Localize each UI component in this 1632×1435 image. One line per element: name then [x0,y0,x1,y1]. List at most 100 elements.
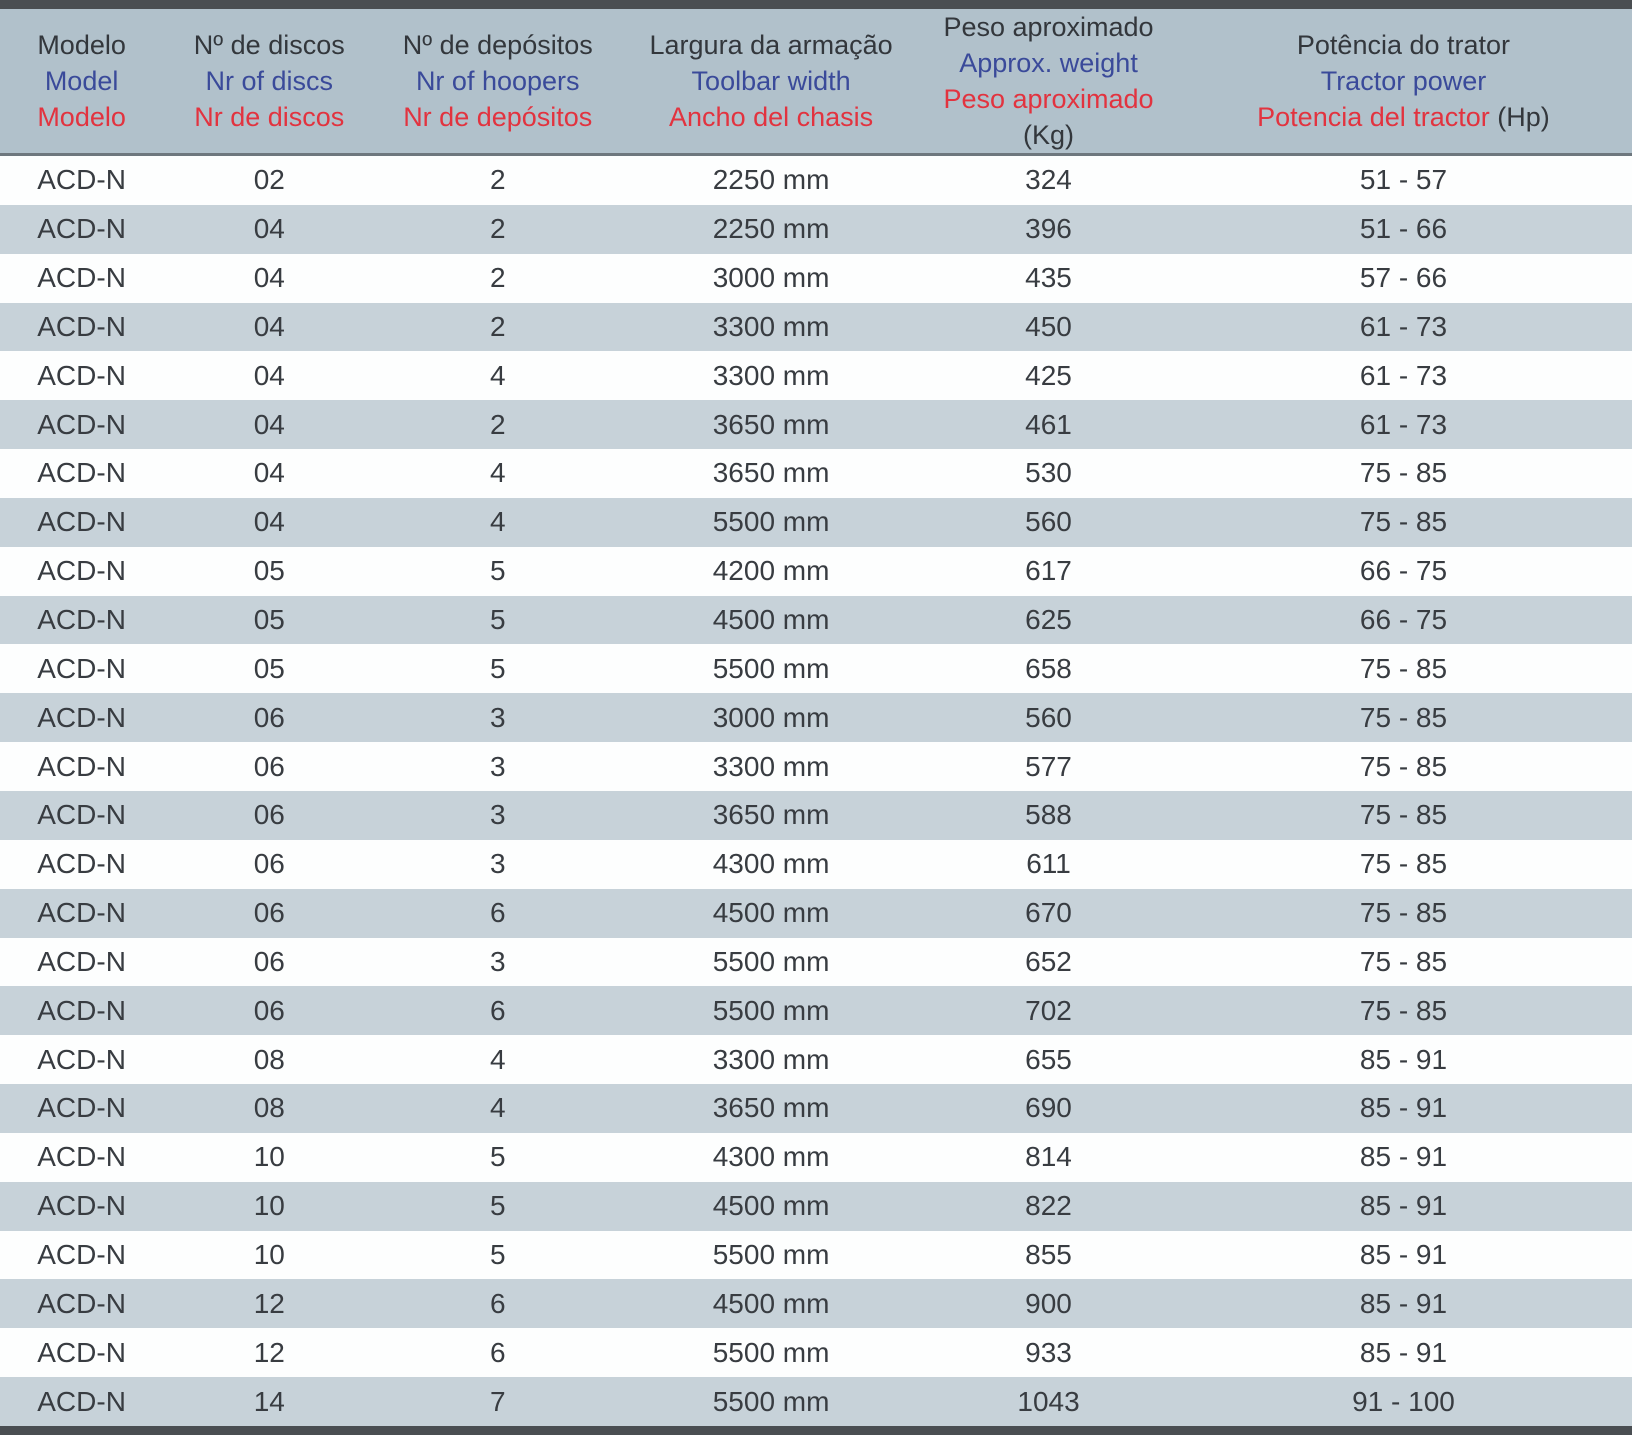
cell-hoppers: 4 [489,506,506,538]
table-row: ACD-N 06 3 5500 mm 652 75 - 85 [0,937,1632,987]
cell-discs: 04 [253,359,285,391]
table-row: ACD-N 05 5 5500 mm 658 75 - 85 [0,644,1632,694]
cell-model: ACD-N [37,555,126,587]
cell-discs: 12 [253,1287,285,1319]
table-row: ACD-N 10 5 4300 mm 814 85 - 91 [0,1132,1632,1182]
cell-model: ACD-N [37,1385,126,1417]
cell-weight: 577 [1025,750,1072,782]
cell-hoppers: 7 [489,1385,506,1417]
table-bottom-border [0,1426,1632,1435]
cell-hoppers: 5 [489,1141,506,1173]
cell-hoppers: 4 [489,457,506,489]
cell-weight: 450 [1025,310,1072,342]
table-header-row: Modelo Model Modelo Nº de discos Nr of d… [0,9,1632,156]
cell-discs: 14 [253,1385,285,1417]
cell-discs: 06 [253,701,285,733]
header-model-en: Model [44,66,119,96]
cell-weight: 625 [1025,604,1072,636]
cell-model: ACD-N [37,994,126,1026]
cell-weight: 702 [1025,994,1072,1026]
cell-tractor-power: 85 - 91 [1359,1336,1448,1368]
cell-tractor-power: 75 - 85 [1359,945,1448,977]
table-body: ACD-N 02 2 2250 mm 324 51 - 57 ACD-N 04 … [0,156,1632,1426]
cell-toolbar-width: 3000 mm [712,262,830,294]
header-hoppers: Nº de depósitos Nr of hoopers Nr de depó… [375,27,620,135]
cell-weight: 814 [1025,1141,1072,1173]
cell-tractor-power: 85 - 91 [1359,1238,1448,1270]
cell-weight: 588 [1025,799,1072,831]
cell-tractor-power: 66 - 75 [1359,555,1448,587]
cell-model: ACD-N [37,359,126,391]
table-row: ACD-N 04 2 3650 mm 461 61 - 73 [0,400,1632,450]
cell-tractor-power: 51 - 57 [1359,164,1448,196]
cell-model: ACD-N [37,701,126,733]
cell-weight: 822 [1025,1190,1072,1222]
cell-weight: 324 [1025,164,1072,196]
header-discs-en: Nr of discs [205,66,334,96]
header-hoppers-es: Nr de depósitos [403,102,593,132]
header-weight-es: Peso aproximado (Kg) [943,84,1154,150]
cell-discs: 05 [253,555,285,587]
cell-tractor-power: 85 - 91 [1359,1287,1448,1319]
cell-hoppers: 6 [489,897,506,929]
cell-weight: 1043 [1017,1385,1080,1417]
cell-toolbar-width: 4500 mm [712,1190,830,1222]
cell-discs: 06 [253,848,285,880]
cell-weight: 652 [1025,945,1072,977]
table-row: ACD-N 12 6 5500 mm 933 85 - 91 [0,1328,1632,1378]
cell-tractor-power: 75 - 85 [1359,506,1448,538]
cell-weight: 560 [1025,701,1072,733]
cell-model: ACD-N [37,1238,126,1270]
cell-toolbar-width: 5500 mm [712,994,830,1026]
cell-weight: 855 [1025,1238,1072,1270]
cell-model: ACD-N [37,848,126,880]
cell-toolbar-width: 4500 mm [712,897,830,929]
header-weight-en: Approx. weight [959,48,1138,78]
table-row: ACD-N 02 2 2250 mm 324 51 - 57 [0,156,1632,205]
cell-discs: 08 [253,1092,285,1124]
cell-hoppers: 3 [489,750,506,782]
cell-discs: 10 [253,1141,285,1173]
cell-model: ACD-N [37,897,126,929]
table-row: ACD-N 06 3 3000 mm 560 75 - 85 [0,693,1632,743]
cell-toolbar-width: 5500 mm [712,1336,830,1368]
table-row: ACD-N 14 7 5500 mm 1043 91 - 100 [0,1377,1632,1426]
cell-toolbar-width: 5500 mm [712,1385,830,1417]
header-tractor-power-pt: Potência do trator [1296,30,1511,60]
table-row: ACD-N 10 5 4500 mm 822 85 - 91 [0,1181,1632,1231]
cell-toolbar-width: 5500 mm [712,945,830,977]
cell-discs: 04 [253,310,285,342]
cell-weight: 617 [1025,555,1072,587]
cell-weight: 690 [1025,1092,1072,1124]
header-tractor-power-es: Potencia del tractor (Hp) [1257,102,1550,132]
table-row: ACD-N 04 4 5500 mm 560 75 - 85 [0,497,1632,547]
table-row: ACD-N 06 3 3300 mm 577 75 - 85 [0,742,1632,791]
cell-weight: 396 [1025,213,1072,245]
cell-discs: 06 [253,945,285,977]
cell-toolbar-width: 5500 mm [712,652,830,684]
table-row: ACD-N 05 5 4200 mm 617 66 - 75 [0,546,1632,596]
cell-tractor-power: 91 - 100 [1352,1385,1455,1417]
cell-hoppers: 6 [489,994,506,1026]
header-discs-pt: Nº de discos [193,30,345,60]
cell-weight: 560 [1025,506,1072,538]
cell-discs: 10 [253,1238,285,1270]
cell-tractor-power: 75 - 85 [1359,457,1448,489]
table-row: ACD-N 10 5 5500 mm 855 85 - 91 [0,1230,1632,1280]
cell-tractor-power: 51 - 66 [1359,213,1448,245]
cell-toolbar-width: 4500 mm [712,1287,830,1319]
table-row: ACD-N 06 6 4500 mm 670 75 - 85 [0,888,1632,938]
cell-toolbar-width: 2250 mm [712,164,830,196]
cell-model: ACD-N [37,506,126,538]
cell-hoppers: 3 [489,701,506,733]
header-model-es: Modelo [37,102,126,132]
cell-weight: 425 [1025,359,1072,391]
cell-tractor-power: 85 - 91 [1359,1141,1448,1173]
cell-hoppers: 3 [489,848,506,880]
cell-discs: 04 [253,213,285,245]
cell-model: ACD-N [37,1190,126,1222]
cell-model: ACD-N [37,799,126,831]
cell-discs: 04 [253,506,285,538]
cell-tractor-power: 85 - 91 [1359,1043,1448,1075]
table-row: ACD-N 08 4 3300 mm 655 85 - 91 [0,1035,1632,1085]
